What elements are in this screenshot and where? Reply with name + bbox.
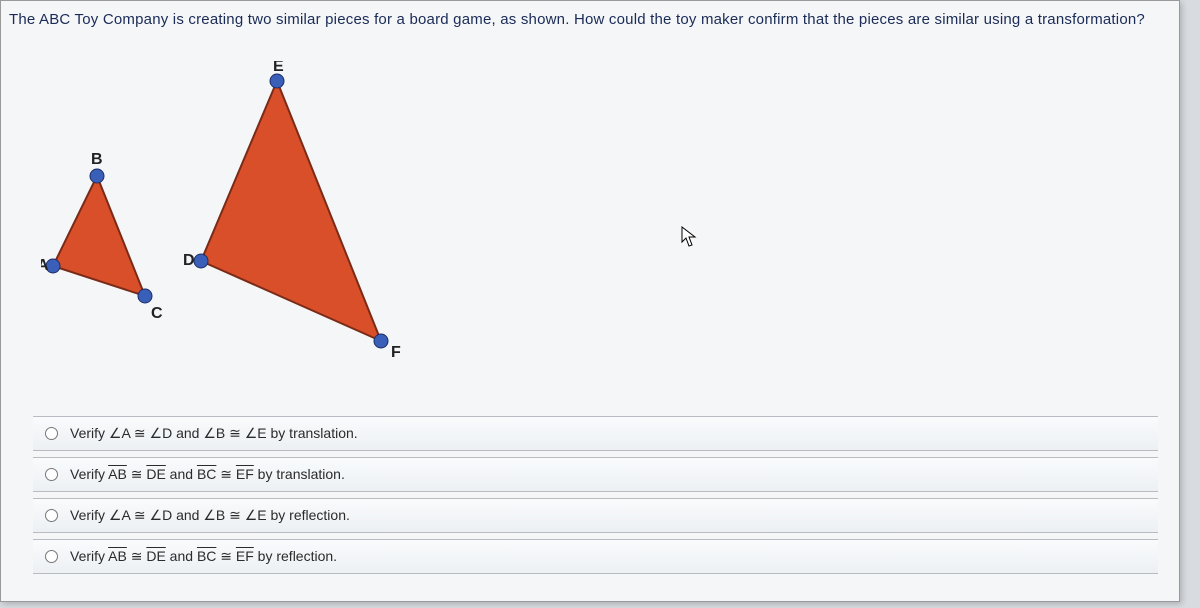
answer-text-1: Verify ∠A ≅ ∠D and ∠B ≅ ∠E by translatio… xyxy=(70,425,358,442)
svg-text:E: E xyxy=(273,61,284,75)
answer-text-3: Verify ∠A ≅ ∠D and ∠B ≅ ∠E by reflection… xyxy=(70,507,350,524)
svg-text:D: D xyxy=(183,252,195,269)
answer-radio-4[interactable] xyxy=(45,550,58,563)
answer-radio-2[interactable] xyxy=(45,468,58,481)
answer-text-2: Verify AB ≅ DE and BC ≅ EF by translatio… xyxy=(70,466,345,483)
svg-text:A: A xyxy=(41,257,49,274)
cursor-icon xyxy=(681,226,699,253)
svg-text:C: C xyxy=(151,305,163,322)
question-sheet: The ABC Toy Company is creating two simi… xyxy=(0,0,1180,602)
answer-option-1[interactable]: Verify ∠A ≅ ∠D and ∠B ≅ ∠E by translatio… xyxy=(33,416,1158,451)
answer-option-2[interactable]: Verify AB ≅ DE and BC ≅ EF by translatio… xyxy=(33,457,1158,492)
svg-text:B: B xyxy=(91,151,103,168)
question-text: The ABC Toy Company is creating two simi… xyxy=(9,11,1169,28)
answer-option-4[interactable]: Verify AB ≅ DE and BC ≅ EF by reflection… xyxy=(33,539,1158,574)
answer-option-3[interactable]: Verify ∠A ≅ ∠D and ∠B ≅ ∠E by reflection… xyxy=(33,498,1158,533)
answer-radio-1[interactable] xyxy=(45,427,58,440)
answer-text-4: Verify AB ≅ DE and BC ≅ EF by reflection… xyxy=(70,548,337,565)
similar-triangles-diagram: A B C D E F xyxy=(41,61,421,411)
answer-options: Verify ∠A ≅ ∠D and ∠B ≅ ∠E by translatio… xyxy=(33,416,1158,580)
svg-text:F: F xyxy=(391,344,401,361)
answer-radio-3[interactable] xyxy=(45,509,58,522)
